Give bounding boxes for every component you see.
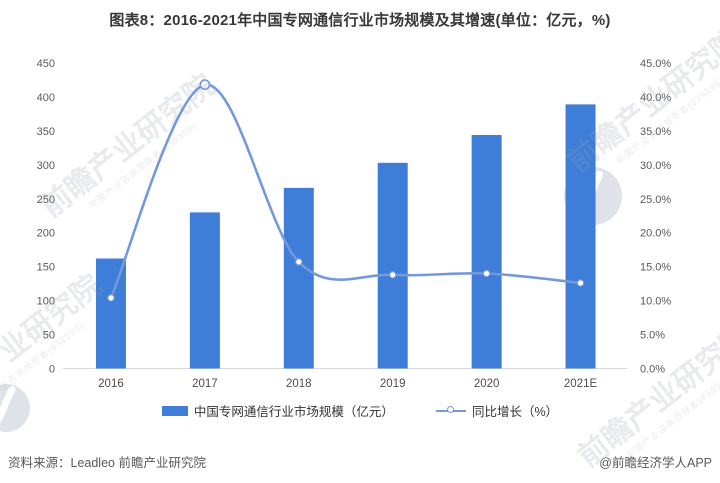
data-point-marker-icon [388,270,397,279]
left-axis-tick: 250 [37,194,55,206]
bar [565,104,596,369]
x-axis-label: 2020 [474,378,500,390]
data-point-marker-icon [107,294,115,302]
left-axis-tick: 300 [37,160,55,172]
right-axis-tick: 40.0% [640,92,671,104]
bar-series-swatch [161,405,188,416]
x-axis-label: 2017 [192,378,218,390]
left-axis-tick: 100 [37,296,55,308]
right-axis-tick: 25.0% [640,194,671,206]
right-axis-tick: 35.0% [640,126,671,138]
right-axis-tick: 0.0% [640,364,665,376]
left-axis-tick: 450 [37,58,55,70]
legend-label-growth: 同比增长（%） [471,405,559,419]
data-point-marker-icon [482,269,491,278]
x-axis-label: 2021E [564,378,598,390]
left-axis-tick: 400 [37,92,55,104]
data-point-marker-icon [294,258,303,266]
data-point-marker-icon [199,79,211,91]
x-axis-labels: 2016 2017 2018 2019 2020 2021E [98,378,597,390]
growth-line-series [109,83,581,299]
chart-title: 图表8：2016-2021年中国专网通信行业市场规模及其增速(单位：亿元，%) [109,12,611,29]
right-axis-tick: 45.0% [640,58,671,70]
growth-line-markers [107,79,585,302]
legend-label-market-size: 中国专网通信行业市场规模（亿元） [193,405,394,419]
bar [471,135,502,369]
x-axis-label: 2018 [286,378,312,390]
left-axis-tick: 200 [37,228,55,240]
bar [377,162,408,369]
bar-series-market-size [95,104,596,369]
bar [95,258,126,369]
chart-legend: 中国专网通信行业市场规模（亿元） 同比增长（%） [0,401,720,420]
left-axis-tick: 0 [49,364,55,376]
line-series-swatch [435,406,466,415]
right-axis-tick: 5.0% [640,330,665,342]
legend-item-growth: 同比增长（%） [435,401,559,420]
right-axis-tick: 30.0% [640,160,671,172]
left-axis-tick: 50 [43,330,55,342]
x-axis-label: 2016 [98,378,124,390]
source-note: 资料来源：Leadleo 前瞻产业研究院 [8,456,206,470]
legend-item-market-size: 中国专网通信行业市场规模（亿元） [161,401,394,420]
data-point-marker-icon [576,279,585,287]
right-axis-tick: 10.0% [640,296,671,308]
credit-note: @前瞻经济学人APP [599,456,712,470]
left-axis-tick: 350 [37,126,55,138]
axis-tick-labels: 0 50 100 150 200 250 300 350 400 450 0.0% 5.0% 10.0%… [37,58,672,376]
line-swatch-marker-icon [446,406,454,413]
left-axis-tick: 150 [37,262,55,274]
right-axis-tick: 15.0% [640,262,671,274]
bar [283,187,314,369]
chart-footer: 资料来源：Leadleo 前瞻产业研究院 @前瞻经济学人APP [0,449,720,471]
bar [189,212,220,369]
x-axis-label: 2019 [380,378,406,390]
right-axis-tick: 20.0% [640,228,671,240]
